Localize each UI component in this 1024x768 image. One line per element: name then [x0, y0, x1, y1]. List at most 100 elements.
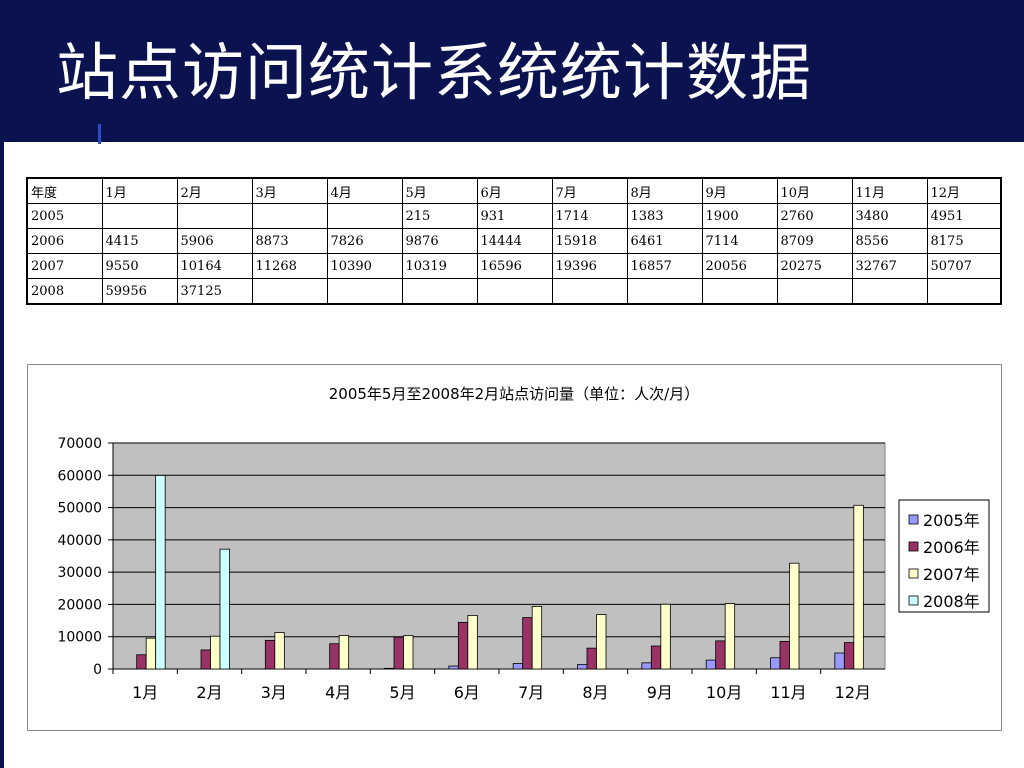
table-cell: 2008 [26, 278, 103, 305]
table-cell: 15918 [551, 228, 628, 254]
table-cell [476, 278, 553, 305]
table-cell: 2760 [776, 203, 853, 229]
table-cell: 4415 [101, 228, 178, 254]
bar-2007年-4月 [338, 635, 350, 670]
table-cell: 20056 [701, 253, 778, 279]
y-tick-label: 10000 [57, 630, 102, 646]
bar-2005年-10月 [705, 659, 717, 670]
table-cell: 5906 [176, 228, 253, 254]
x-tick-label: 11月 [770, 683, 806, 702]
bar-2007年-8月 [596, 614, 607, 670]
y-tick-label: 20000 [57, 597, 102, 613]
bar-2006年-4月 [329, 643, 340, 670]
table-cell: 1714 [551, 203, 628, 229]
table-cell [251, 203, 328, 229]
bar-2006年-9月 [650, 645, 662, 670]
bar-2006年-2月 [200, 649, 211, 670]
table-cell: 59956 [101, 278, 178, 305]
bar-2005年-7月 [512, 663, 524, 670]
table-cell: 6461 [626, 228, 703, 254]
bar-2006年-12月 [843, 642, 855, 670]
table-cell: 4951 [926, 203, 1002, 229]
table-cell: 9876 [401, 228, 478, 254]
x-tick-label: 1月 [132, 683, 158, 702]
table-header-row: 年度 1月 2月 3月 4月 5月 6月 7月 8月 9月 10月 11月 12月 [26, 177, 1002, 204]
table-cell: 16596 [476, 253, 553, 279]
table-cell: 215 [401, 203, 478, 229]
plot-background [112, 442, 886, 670]
table-header-cell: 5月 [401, 177, 478, 204]
bar-2007年-12月 [853, 504, 864, 670]
table-row: 2005 215 931 1714 1383 1900 2760 3480 4951 [26, 203, 1002, 229]
visits-chart: 2005年5月至2008年2月站点访问量（单位：人次/月） 0 10000 2000… [27, 364, 1002, 731]
table-cell: 2006 [26, 228, 103, 254]
slide-title: 站点访问统计系统统计数据 [56, 36, 813, 109]
bar-2008年-2月 [219, 548, 230, 670]
x-tick-label: 4月 [325, 683, 351, 702]
bar-2006年-10月 [715, 640, 726, 670]
left-accent-bar [0, 142, 4, 768]
bar-2007年-7月 [531, 605, 543, 670]
table-cell: 8873 [251, 228, 328, 254]
x-tick-label: 7月 [518, 683, 544, 702]
table-cell: 19396 [551, 253, 628, 279]
table-cell: 16857 [626, 253, 703, 279]
bar-2006年-3月 [264, 639, 276, 670]
bar-2006年-1月 [136, 654, 147, 670]
bar-2007年-1月 [145, 637, 157, 670]
y-tick-label: 70000 [57, 436, 102, 452]
bar-2007年-6月 [467, 615, 478, 670]
bar-2006年-6月 [457, 621, 469, 670]
table-row: 2008 59956 37125 [26, 278, 1002, 305]
x-tick-label: 8月 [582, 683, 608, 702]
table-cell: 1900 [701, 203, 778, 229]
bar-2005年-12月 [834, 652, 845, 670]
legend-label: 2007年 [923, 565, 980, 584]
table-cell: 8175 [926, 228, 1002, 254]
table-cell: 20275 [776, 253, 853, 279]
table-header-cell: 3月 [251, 177, 328, 204]
table-cell: 10390 [326, 253, 403, 279]
table-cell [776, 278, 853, 305]
table-header-cell: 1月 [101, 177, 178, 204]
bar-2007年-5月 [403, 635, 414, 670]
legend-label: 2008年 [923, 592, 980, 611]
table-header-cell: 8月 [626, 177, 703, 204]
table-cell [926, 278, 1002, 305]
legend-swatch [908, 541, 919, 552]
bar-2007年-11月 [789, 562, 800, 670]
table-cell: 10319 [401, 253, 478, 279]
x-tick-label: 12月 [835, 683, 871, 702]
table-cell: 32767 [851, 253, 928, 279]
table-cell [401, 278, 478, 305]
bar-2005年-9月 [641, 662, 652, 670]
bar-2007年-9月 [660, 603, 671, 670]
table-cell: 8556 [851, 228, 928, 254]
y-tick-label: 30000 [57, 565, 102, 581]
bar-2007年-10月 [724, 603, 736, 670]
visits-data-table: 年度 1月 2月 3月 4月 5月 6月 7月 8月 9月 10月 11月 12月 2005 215 931 1… [26, 177, 1002, 305]
bar-2005年-8月 [577, 664, 588, 670]
table-cell [326, 278, 403, 305]
table-header-cell: 7月 [551, 177, 628, 204]
table-cell: 1383 [626, 203, 703, 229]
bar-2008年-1月 [155, 475, 166, 670]
x-tick-label: 5月 [389, 683, 415, 702]
table-header-cell: 9月 [701, 177, 778, 204]
x-tick-label: 9月 [647, 683, 673, 702]
table-cell [101, 203, 178, 229]
table-cell: 11268 [251, 253, 328, 279]
table-cell [551, 278, 628, 305]
y-tick-label: 0 [93, 662, 102, 678]
table-cell [851, 278, 928, 305]
table-header-cell: 2月 [176, 177, 253, 204]
table-header-cell: 年度 [26, 177, 103, 204]
x-tick-label: 3月 [261, 683, 287, 702]
table-cell: 3480 [851, 203, 928, 229]
bar-2007年-2月 [210, 635, 221, 670]
bar-2006年-8月 [586, 647, 597, 670]
legend-swatch [908, 514, 919, 525]
table-cell: 9550 [101, 253, 178, 279]
table-cell: 2007 [26, 253, 103, 279]
y-tick-label: 40000 [57, 533, 102, 549]
